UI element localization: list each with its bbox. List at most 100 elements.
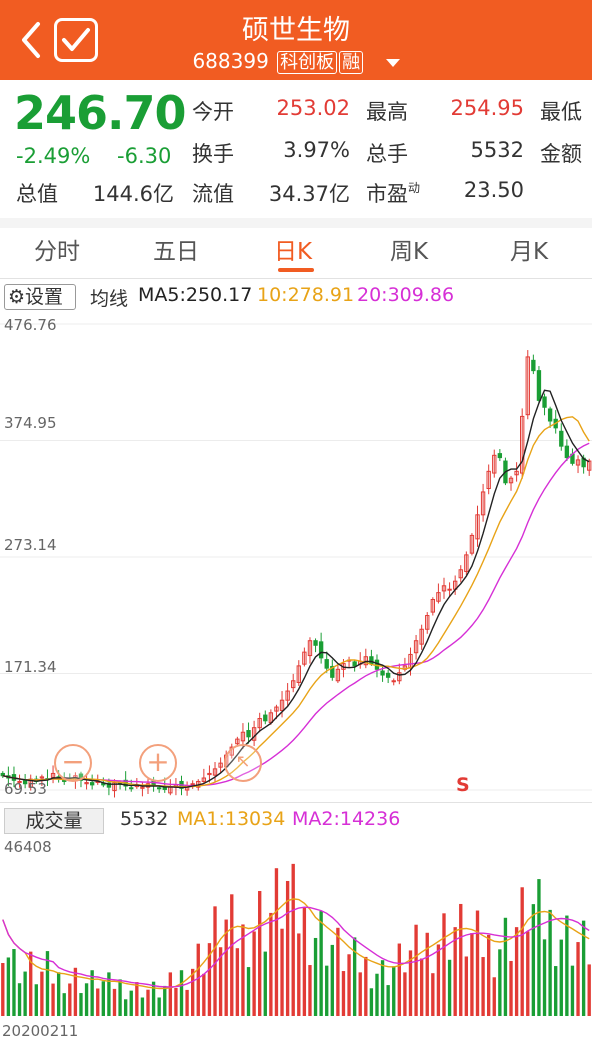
volume-bar — [252, 931, 256, 1016]
zoom-out-icon[interactable]: − — [54, 744, 92, 782]
volume-bar — [246, 967, 251, 1016]
volume-bar — [107, 972, 111, 1016]
volume-bar — [269, 912, 273, 1016]
volume-bar — [364, 956, 368, 1016]
tab-intraday[interactable]: 分时 — [34, 239, 80, 265]
stock-code-row[interactable]: 688399 科创板融 — [0, 48, 592, 74]
tab-monthly-k[interactable]: 月K — [510, 239, 549, 265]
volume-bar — [347, 954, 351, 1016]
candle-body — [391, 680, 396, 683]
pe-value: 23.50 — [463, 178, 524, 202]
volume-chart[interactable] — [0, 836, 592, 1020]
volume-bar — [34, 984, 38, 1016]
volume-ma2-line — [2, 906, 590, 988]
volume-bar — [403, 972, 407, 1016]
candle-body — [564, 445, 570, 459]
volume-bar — [565, 915, 569, 1016]
price-axis-max: 476.76 — [4, 316, 57, 334]
candle-body — [313, 640, 318, 646]
volume-bar — [375, 973, 379, 1016]
candle-body — [246, 730, 251, 738]
volume-bar — [151, 981, 156, 1016]
volume-bar — [325, 965, 329, 1016]
section-divider — [0, 218, 592, 228]
volume-bar — [202, 973, 206, 1016]
volume-current: 5532 — [120, 808, 169, 830]
caret-down-icon[interactable] — [385, 58, 400, 67]
candle-body — [279, 699, 285, 712]
candle-body — [240, 731, 246, 742]
volume-bar — [62, 993, 66, 1016]
volume-bar — [123, 999, 128, 1016]
volume-bar — [297, 933, 301, 1016]
candle-body — [291, 680, 296, 689]
candle-body — [235, 738, 240, 745]
high-value: 254.95 — [450, 96, 524, 120]
price-axis-2: 374.95 — [4, 414, 57, 432]
candle-body — [385, 672, 391, 678]
volume-bar — [520, 887, 524, 1016]
amount-label: 金额 — [540, 142, 582, 166]
checkmark-icon — [62, 28, 90, 51]
current-price: 246.70 — [14, 86, 187, 140]
candle-body — [531, 359, 536, 372]
candle-body — [441, 585, 447, 592]
tab-five-day[interactable]: 五日 — [153, 239, 199, 265]
candle-body — [492, 454, 497, 474]
volume-bar — [554, 966, 558, 1016]
volume-bar — [425, 932, 429, 1016]
chevron-left-icon[interactable] — [14, 16, 48, 64]
candle-body — [17, 780, 22, 783]
low-label: 最低 — [540, 100, 582, 124]
volume-bar — [146, 989, 150, 1016]
volume-bar — [56, 972, 61, 1016]
zoom-in-icon[interactable]: + — [139, 744, 177, 782]
candle-body — [330, 665, 335, 678]
volume-indicator-button[interactable]: 成交量 — [4, 808, 104, 834]
volume-bar — [436, 944, 441, 1016]
gear-icon: ⚙ — [8, 286, 26, 308]
volume-bar — [503, 917, 508, 1016]
candle-body — [430, 599, 436, 613]
volume-ma1-line — [2, 898, 590, 990]
tab-daily-k[interactable]: 日K — [274, 239, 313, 265]
volume-bar — [464, 956, 469, 1016]
candle-body — [296, 665, 301, 683]
kline-chart[interactable] — [0, 310, 592, 800]
volume-bar — [431, 973, 435, 1016]
volume-bar — [498, 949, 502, 1016]
high-label: 最高 — [366, 100, 408, 124]
candle-body — [274, 706, 279, 712]
candle-body — [39, 776, 45, 779]
volume-bar — [285, 880, 290, 1016]
volume-bar — [442, 913, 446, 1016]
settings-button[interactable]: ⚙设置 — [4, 284, 76, 310]
turnover-value: 3.97% — [283, 138, 350, 162]
volume-bar — [263, 951, 267, 1016]
volume-bar — [319, 911, 323, 1016]
volume-bar — [302, 907, 307, 1016]
volume-bar — [73, 967, 78, 1016]
volume-bar — [487, 934, 491, 1016]
volume-bar — [542, 939, 547, 1016]
candle-body — [335, 668, 341, 682]
stock-code: 688399 — [192, 49, 269, 73]
candle-body — [458, 569, 463, 579]
mktcap-label: 总值 — [16, 182, 58, 206]
resize-icon[interactable]: ↖ — [224, 744, 262, 782]
candle-body — [413, 640, 419, 654]
tab-weekly-k[interactable]: 周K — [390, 239, 429, 265]
volume-bar — [96, 988, 100, 1016]
checkbox-checked-icon[interactable] — [54, 18, 98, 62]
volume-bar — [358, 972, 362, 1016]
candle-body — [106, 782, 112, 788]
volume-bar — [386, 985, 390, 1016]
candle-body — [547, 408, 553, 422]
volume-ma1-legend: MA1:13034 — [177, 808, 286, 830]
volume-bar — [84, 983, 89, 1016]
candle-body — [436, 592, 441, 602]
price-axis-min: 69.53 — [4, 780, 47, 798]
volume-bar — [481, 957, 485, 1016]
candle-body — [397, 672, 402, 682]
volume-bar — [235, 948, 240, 1016]
